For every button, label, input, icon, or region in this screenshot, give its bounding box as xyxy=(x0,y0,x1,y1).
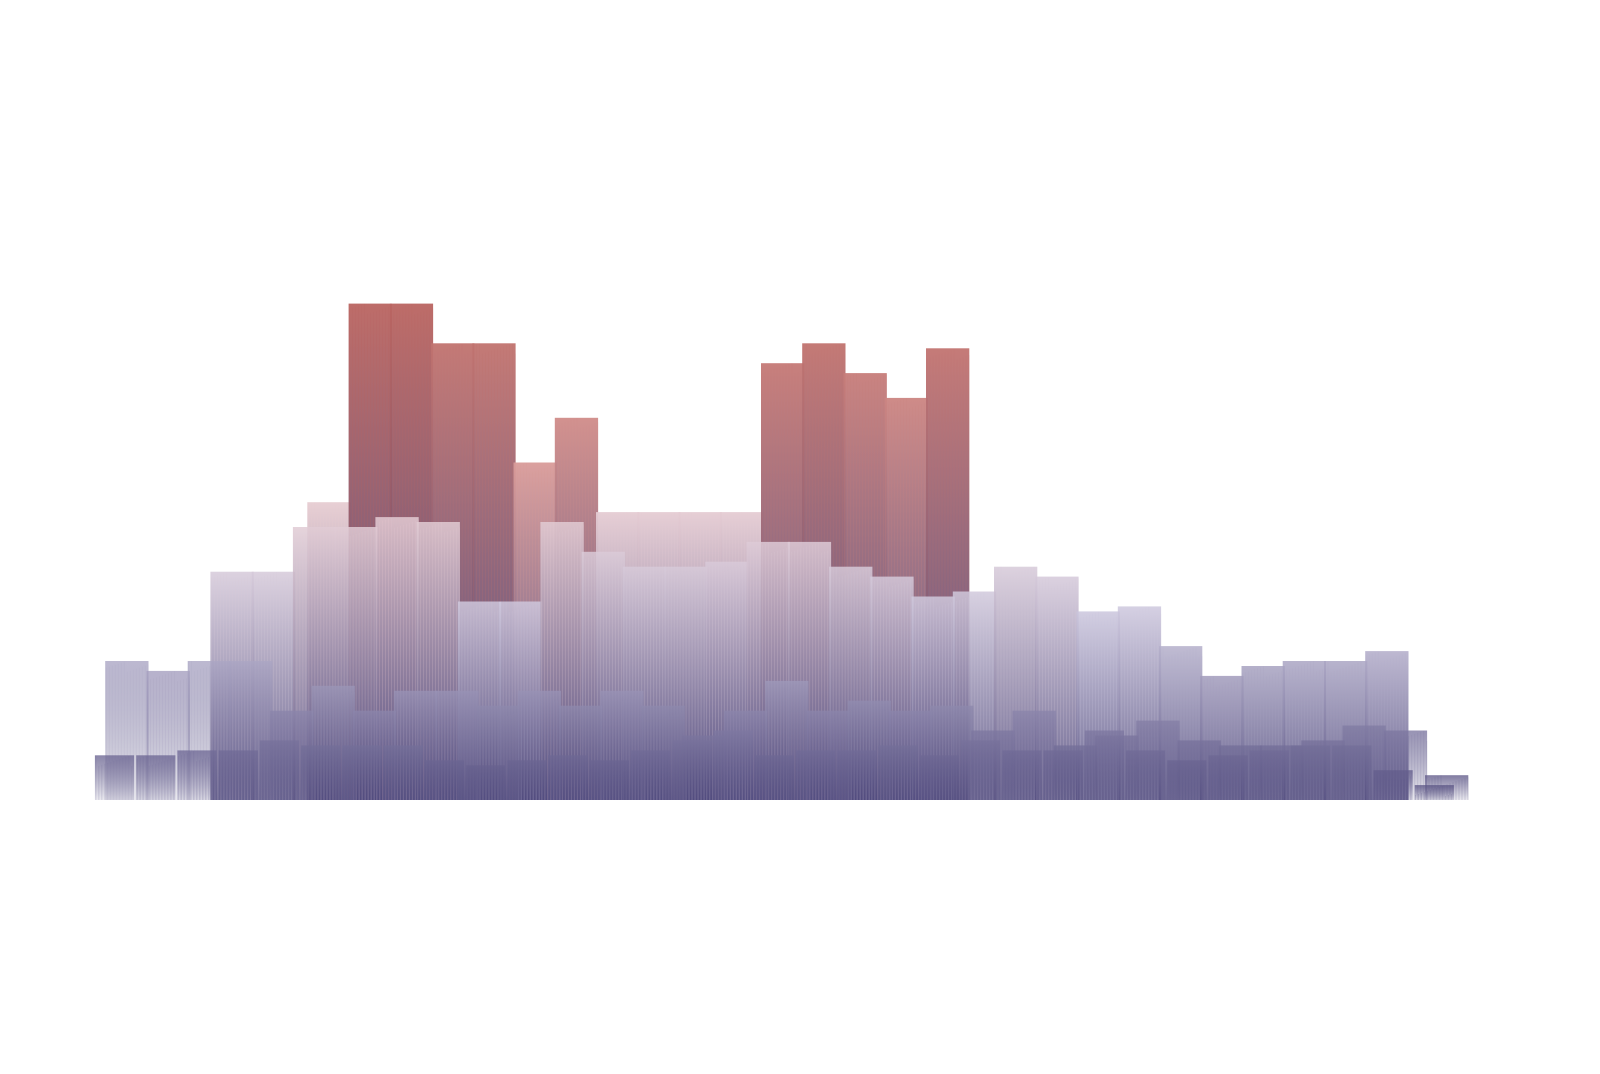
bar-texture xyxy=(631,751,669,800)
bar-texture xyxy=(549,755,586,800)
bar xyxy=(1002,750,1042,800)
bar-texture xyxy=(95,755,133,800)
bar xyxy=(424,760,465,800)
bar-texture xyxy=(1167,761,1205,800)
bar xyxy=(383,745,423,800)
bar xyxy=(672,740,712,800)
bar xyxy=(218,750,258,800)
bar xyxy=(1208,755,1248,800)
bar xyxy=(259,740,300,800)
bar xyxy=(507,760,547,800)
bar xyxy=(631,750,671,800)
bar-texture xyxy=(178,751,215,800)
bar-texture xyxy=(136,755,174,800)
bar xyxy=(94,755,135,800)
bar-texture xyxy=(425,760,463,800)
bar xyxy=(589,760,629,800)
bar xyxy=(466,765,506,800)
bar xyxy=(1167,760,1207,800)
bar xyxy=(1249,750,1289,800)
bar xyxy=(919,755,959,800)
bar xyxy=(796,750,836,800)
bar-texture xyxy=(343,746,380,800)
bar xyxy=(136,755,176,800)
bar-texture xyxy=(508,760,545,800)
bar-texture xyxy=(755,756,793,800)
bar-texture xyxy=(714,730,751,800)
bar-texture xyxy=(1291,746,1329,800)
bar xyxy=(1414,785,1454,800)
bar-texture xyxy=(879,746,916,800)
bar xyxy=(548,755,588,800)
bar-texture xyxy=(837,750,875,800)
bar-texture xyxy=(1126,751,1164,800)
bar xyxy=(1332,745,1372,800)
bar-texture xyxy=(1085,730,1123,800)
bar xyxy=(1291,745,1331,800)
bar-texture xyxy=(788,542,832,800)
bar-texture xyxy=(1415,786,1452,800)
bar-texture xyxy=(961,740,999,800)
bar-texture xyxy=(920,755,958,800)
bar-texture xyxy=(1250,750,1287,800)
bar xyxy=(961,740,1001,800)
bar xyxy=(1373,770,1413,800)
bar xyxy=(301,745,341,800)
bar-texture xyxy=(796,750,834,800)
bar-texture xyxy=(219,751,256,800)
bar-texture xyxy=(1332,745,1370,800)
bar-texture xyxy=(590,761,628,800)
bar xyxy=(878,745,918,800)
bar xyxy=(1043,750,1083,800)
bar-texture xyxy=(1209,755,1246,800)
bar xyxy=(342,745,382,800)
bar-texture xyxy=(672,740,710,800)
bar xyxy=(177,750,217,800)
bar-texture xyxy=(1044,751,1081,800)
bar xyxy=(837,750,877,800)
bar-texture xyxy=(1374,770,1411,800)
bar-texture xyxy=(260,740,298,800)
bar-texture xyxy=(301,745,339,800)
bar-texture xyxy=(384,745,421,800)
bar xyxy=(754,755,794,800)
series-base-4 xyxy=(94,730,1454,800)
bar xyxy=(1084,730,1124,800)
bar-texture xyxy=(1002,751,1040,800)
bar xyxy=(713,730,753,800)
bar-texture xyxy=(466,766,504,800)
bar xyxy=(1126,750,1166,800)
